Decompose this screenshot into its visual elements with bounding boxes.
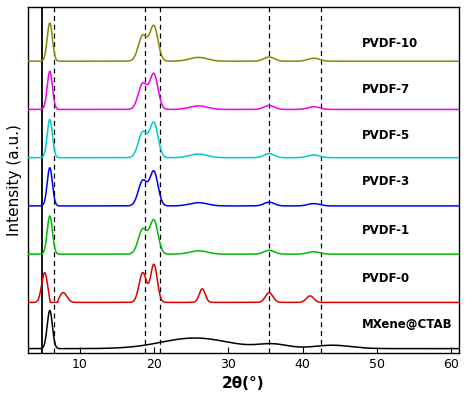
Text: PVDF-3: PVDF-3 xyxy=(362,175,410,188)
Y-axis label: Intensity (a.u.): Intensity (a.u.) xyxy=(7,124,22,236)
Text: PVDF-5: PVDF-5 xyxy=(362,129,410,142)
Text: PVDF-1: PVDF-1 xyxy=(362,224,410,236)
Text: PVDF-10: PVDF-10 xyxy=(362,37,419,50)
Text: PVDF-7: PVDF-7 xyxy=(362,83,410,96)
X-axis label: 2θ(°): 2θ(°) xyxy=(222,376,264,391)
Text: PVDF-0: PVDF-0 xyxy=(362,272,410,285)
Text: MXene@CTAB: MXene@CTAB xyxy=(362,318,453,331)
